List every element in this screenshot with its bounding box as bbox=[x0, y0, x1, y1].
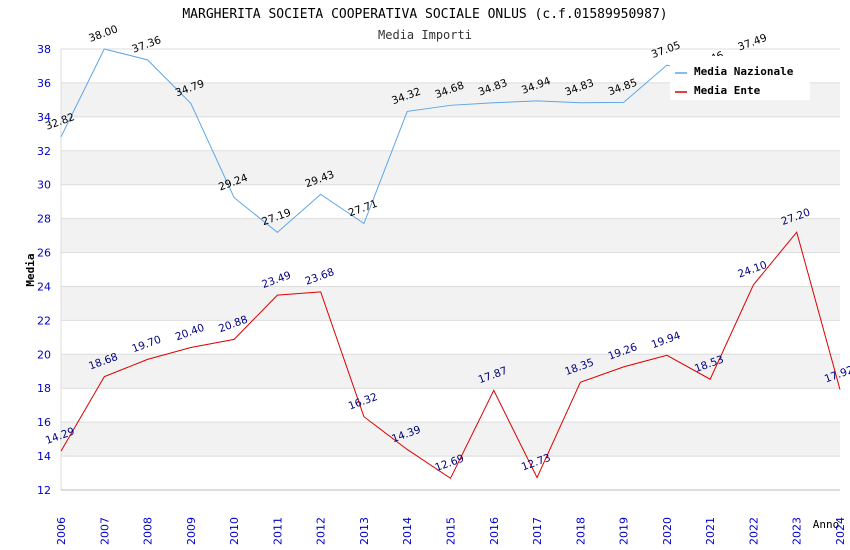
y-tick-labels: 12 14 16 18 20 22 24 26 28 30 32 34 36 38 bbox=[37, 43, 51, 497]
background-band bbox=[61, 286, 840, 321]
x-tick-label: 2022 bbox=[747, 517, 760, 545]
data-label-nazionale: 37.36 bbox=[130, 34, 163, 56]
x-tick-label: 2021 bbox=[704, 517, 717, 545]
y-tick-label: 16 bbox=[37, 416, 51, 429]
x-tick-label: 2011 bbox=[271, 517, 284, 545]
x-tick-label: 2014 bbox=[401, 517, 414, 545]
y-axis-title: Media bbox=[24, 253, 37, 286]
background-band bbox=[61, 354, 840, 389]
x-tick-label: 2010 bbox=[228, 517, 241, 545]
background-band bbox=[61, 218, 840, 253]
y-tick-label: 22 bbox=[37, 314, 51, 327]
x-tick-label: 2020 bbox=[661, 517, 674, 545]
x-tick-label: 2019 bbox=[618, 517, 631, 545]
y-tick-label: 28 bbox=[37, 213, 51, 226]
y-tick-label: 24 bbox=[37, 280, 51, 293]
chart-subtitle: Media Importi bbox=[378, 28, 472, 42]
background-band bbox=[61, 422, 840, 457]
y-tick-label: 18 bbox=[37, 382, 51, 395]
background-bands bbox=[61, 82, 840, 457]
x-tick-label: 2023 bbox=[791, 517, 804, 545]
data-label-ente: 20.40 bbox=[174, 322, 206, 344]
legend-box bbox=[670, 56, 810, 100]
x-tick-label: 2009 bbox=[185, 517, 198, 545]
x-tick-label: 2024 bbox=[834, 517, 847, 545]
x-tick-label: 2008 bbox=[142, 517, 155, 545]
y-tick-label: 14 bbox=[37, 450, 51, 463]
legend-label-media-ente: Media Ente bbox=[694, 84, 761, 97]
data-label-ente: 16.32 bbox=[347, 391, 379, 413]
x-tick-label: 2007 bbox=[98, 517, 111, 545]
background-band bbox=[61, 150, 840, 185]
x-axis-title: Anno bbox=[813, 518, 840, 531]
chart-title: MARGHERITA SOCIETA COOPERATIVA SOCIALE O… bbox=[182, 7, 667, 22]
x-tick-label: 2013 bbox=[358, 517, 371, 545]
gridlines bbox=[60, 48, 840, 491]
series-line-media-nazionale bbox=[60, 48, 754, 234]
y-tick-label: 32 bbox=[37, 145, 51, 158]
y-tick-label: 34 bbox=[37, 111, 51, 124]
y-tick-label: 38 bbox=[37, 43, 51, 56]
y-tick-label: 20 bbox=[37, 348, 51, 361]
x-tick-label: 2012 bbox=[315, 517, 328, 545]
x-tick-label: 2017 bbox=[531, 517, 544, 545]
data-label-ente: 19.70 bbox=[130, 334, 162, 356]
x-tick-label: 2006 bbox=[55, 517, 68, 545]
series-line-media-ente bbox=[60, 231, 841, 480]
legend-label-media-nazionale: Media Nazionale bbox=[694, 65, 794, 78]
y-tick-label: 12 bbox=[37, 484, 51, 497]
y-tick-label: 36 bbox=[37, 77, 51, 90]
x-tick-label: 2016 bbox=[488, 517, 501, 545]
data-label-ente: 19.94 bbox=[650, 329, 683, 351]
series-lines bbox=[60, 48, 841, 480]
legend: Media Nazionale Media Ente bbox=[670, 56, 810, 100]
y-tick-label: 30 bbox=[37, 179, 51, 192]
data-label-ente: 23.68 bbox=[304, 266, 336, 288]
data-label-nazionale: 27.71 bbox=[347, 198, 379, 220]
data-label-ente: 24.10 bbox=[736, 259, 768, 281]
data-label-nazionale: 37.49 bbox=[736, 32, 768, 54]
x-tick-labels: 2006 2007 2008 2009 2010 2011 2012 2013 2014 2015… bbox=[55, 517, 847, 545]
x-tick-label: 2018 bbox=[574, 517, 587, 545]
y-tick-label: 26 bbox=[37, 247, 51, 260]
x-tick-label: 2015 bbox=[445, 517, 458, 545]
data-label-nazionale: 38.00 bbox=[87, 23, 119, 45]
